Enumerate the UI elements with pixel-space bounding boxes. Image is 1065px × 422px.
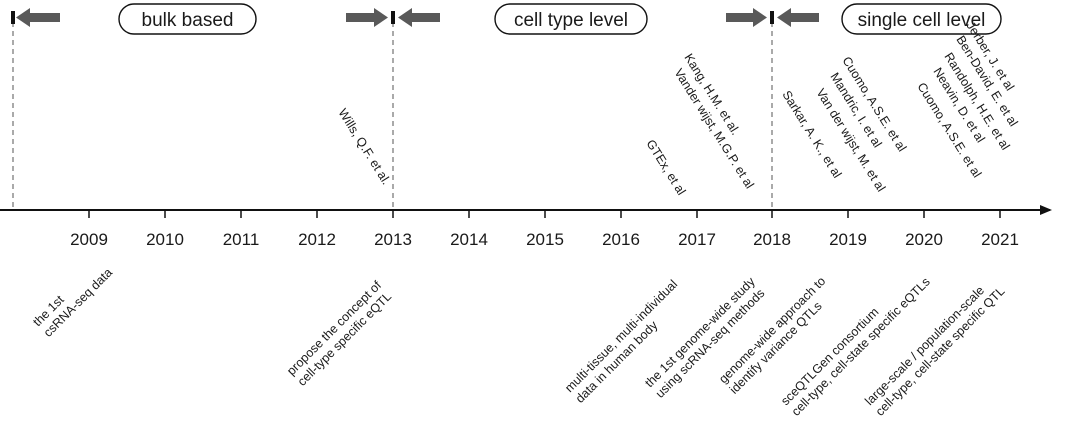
- milestone-notes: the 1st csRNA-seq data propose the conce…: [30, 265, 1007, 419]
- year-label: 2009: [70, 230, 108, 249]
- year-label: 2012: [298, 230, 336, 249]
- era-bulk-based: bulk based: [118, 3, 257, 35]
- era-label: cell type level: [514, 10, 628, 31]
- year-label: 2021: [981, 230, 1019, 249]
- axis-ticks: [88, 210, 1001, 218]
- year-label: 2018: [753, 230, 791, 249]
- year-label: 2010: [146, 230, 184, 249]
- note-first-csrnaseq: the 1st csRNA-seq data: [30, 265, 115, 339]
- year-labels: 2009 2010 2011 2012 2013 2014 2015 2016 …: [70, 230, 1019, 249]
- citation-label: GTEx, et al: [643, 137, 688, 197]
- citations: Wills, Q.F. et al. GTEx, et al Kang, H.M…: [335, 19, 1020, 197]
- era-label: single cell level: [858, 10, 986, 31]
- year-label: 2019: [829, 230, 867, 249]
- era-marker-start: [11, 8, 60, 27]
- year-label: 2017: [678, 230, 716, 249]
- era-marker-2013: [346, 8, 440, 27]
- note-concept-ct-eqtl: propose the concept of cell-type specifi…: [284, 278, 394, 389]
- era-single-cell-level: single cell level: [841, 3, 1002, 35]
- year-label: 2011: [223, 230, 260, 249]
- note-line: large-scale / population-scale: [862, 283, 987, 408]
- year-label: 2015: [526, 230, 564, 249]
- note-line: cell-type specific eQTL: [295, 289, 394, 388]
- year-label: 2016: [602, 230, 640, 249]
- era-marker-2018: [726, 8, 819, 27]
- era-label: bulk based: [142, 10, 234, 31]
- year-label: 2020: [905, 230, 943, 249]
- note-line: propose the concept of: [284, 278, 384, 378]
- year-label: 2014: [450, 230, 488, 249]
- note-sceqtlgen: sceQTLGen consortium cell-type, cell-sta…: [778, 275, 933, 419]
- year-label: 2013: [374, 230, 412, 249]
- era-cell-type-level: cell type level: [494, 3, 648, 35]
- note-population-scale: large-scale / population-scale cell-type…: [862, 283, 1007, 419]
- citation-label: Wills, Q.F. et al.: [335, 106, 393, 187]
